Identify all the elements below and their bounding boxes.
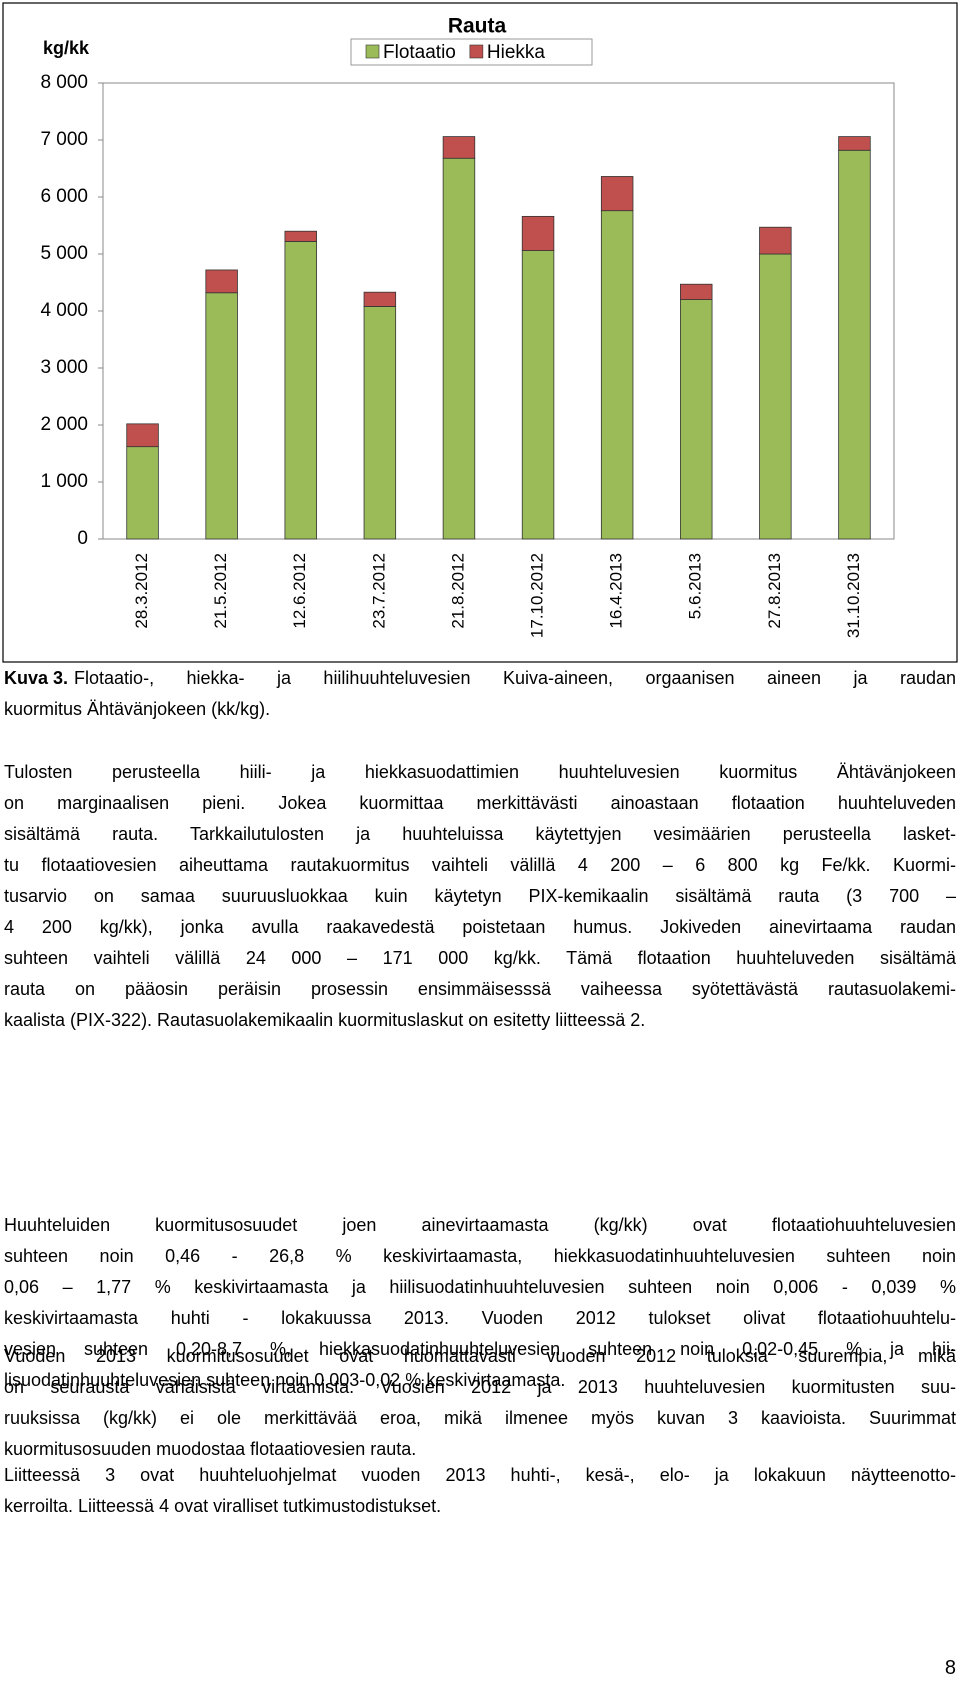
x-tick-label: 27.8.2013: [765, 553, 784, 629]
x-tick-label: 21.8.2012: [448, 553, 467, 629]
text-line: suhteen vaihteli välillä 24 000 – 171 00…: [4, 948, 956, 968]
text-line: tu flotaatiovesien aiheuttama rautakuorm…: [4, 855, 956, 875]
x-tick-label: 12.6.2012: [290, 553, 309, 629]
text-line: Vuoden 2013 kuormitusosuudet ovat huomat…: [4, 1346, 956, 1366]
bar-segment: [759, 253, 792, 540]
bar-segment: [205, 292, 238, 540]
x-tick-label: 21.5.2012: [211, 553, 230, 629]
y-axis-label: kg/kk: [43, 38, 90, 58]
text-line: tusarvio on samaa suuruusluokkaa kuin kä…: [4, 886, 956, 906]
text-line: Huuhteluiden kuormitusosuudet joen ainev…: [4, 1215, 956, 1235]
bar-segment: [680, 299, 713, 540]
text-line: Liitteessä 3 ovat huuhteluohjelmat vuode…: [4, 1465, 956, 1485]
paragraph: Vuoden 2013 kuormitusosuudet ovat huomat…: [4, 1341, 956, 1465]
x-tick-label: 16.4.2013: [607, 553, 626, 629]
y-tick-label: 3 000: [40, 357, 88, 378]
text-line: suhteen noin 0,46 - 26,8 % keskivirtaama…: [4, 1246, 956, 1266]
bar-segment: [521, 215, 555, 251]
text-line: vesien suhteen 0,20-8,7 %, hiekkasuodati…: [4, 1339, 956, 1359]
caption-text: Flotaatio-, hiekka- ja hiilihuuhteluvesi…: [74, 668, 956, 688]
text-line: rauta on pääosin peräisin prosessin ensi…: [4, 979, 956, 999]
text-line: keskivirtaamasta huhti - lokakuussa 2013…: [4, 1308, 956, 1328]
text-line: sisältämä rauta. Tarkkailutulosten ja hu…: [4, 824, 956, 844]
legend-swatch: [365, 44, 380, 59]
x-tick-label: 28.3.2012: [132, 553, 151, 629]
caption-label: Kuva 3.: [4, 668, 69, 688]
text-line: ruuksissa (kg/kk) ei ole merkittävää ero…: [4, 1408, 956, 1428]
bar-segment: [363, 291, 397, 307]
x-tick-label: 23.7.2012: [369, 553, 388, 629]
bar-segment: [442, 136, 476, 159]
text-line: lisuodatinhuuhteluvesien suhteen noin 0,…: [4, 1370, 566, 1390]
text-line: 0,06 – 1,77 % keskivirtaamasta ja hiilis…: [4, 1277, 956, 1297]
chart-frame: [2, 2, 958, 663]
bar-segment: [521, 250, 555, 540]
y-tick-label: 2 000: [40, 414, 88, 435]
x-tick-label: 31.10.2013: [844, 553, 863, 638]
legend-swatch: [469, 44, 484, 59]
y-tick-label: 1 000: [40, 471, 88, 492]
x-tick-label: 5.6.2013: [686, 553, 705, 619]
bar-segment: [838, 149, 871, 540]
bar-segment: [442, 157, 476, 540]
y-tick-label: 4 000: [40, 300, 88, 321]
y-tick-label: 0: [77, 528, 88, 549]
caption-line: Kuva 3. Flotaatio-, hiekka- ja hiilihuuht…: [4, 663, 956, 694]
bar-segment: [600, 176, 634, 212]
bar-segment: [838, 136, 871, 151]
chart: Rauta kg/kk 0 1 000 2 000 3 000 4 000 5 000 6 …: [2, 2, 958, 663]
chart-title: Rauta: [448, 15, 507, 38]
text-line: kerroilta. Liitteessä 4 ovat viralliset …: [4, 1496, 442, 1516]
legend-label: Hiekka: [487, 42, 546, 63]
y-tick-label: 8 000: [40, 72, 88, 93]
y-tick-label: 6 000: [40, 186, 88, 207]
bar-segment: [759, 226, 792, 255]
bar-segment: [600, 210, 634, 540]
text-line: kuormitusosuuden muodostaa flotaatiovesi…: [4, 1439, 417, 1459]
bar-segment: [126, 423, 159, 448]
bar-segment: [284, 230, 317, 242]
page-number: 8: [944, 1657, 956, 1679]
x-tick-label: 17.10.2012: [528, 553, 547, 638]
text-line: Tulosten perusteella hiili- ja hiekkasuo…: [4, 762, 956, 782]
text-line: on marginaalisen pieni. Jokea kuormittaa…: [4, 793, 956, 813]
y-tick-label: 7 000: [40, 129, 88, 150]
bar-segment: [284, 241, 317, 540]
caption: Kuva 3. Flotaatio-, hiekka- ja hiilihuuht…: [4, 663, 956, 725]
bar-segment: [205, 269, 238, 294]
text-line: 4 200 kg/kk), jonka avulla raakavedestä …: [4, 917, 956, 937]
text-line: kaalista (PIX-322). Rautasuolakemikaalin…: [4, 1010, 646, 1030]
paragraph: Huuhteluiden kuormitusosuudet joen ainev…: [4, 1210, 956, 1396]
y-tick-label: 5 000: [40, 243, 88, 264]
legend-label: Flotaatio: [383, 42, 456, 63]
caption-line: kuormitus Ähtävänjokeen (kk/kg).: [4, 699, 271, 719]
bar-segment: [680, 283, 713, 300]
bar-segment: [363, 306, 397, 540]
bar-segment: [126, 446, 159, 540]
paragraph: Liitteessä 3 ovat huuhteluohjelmat vuode…: [4, 1460, 956, 1522]
text-line: on seurausta vähäisistä virtaamista. Vuo…: [4, 1377, 956, 1397]
paragraph: Tulosten perusteella hiili- ja hiekkasuo…: [4, 757, 956, 1036]
